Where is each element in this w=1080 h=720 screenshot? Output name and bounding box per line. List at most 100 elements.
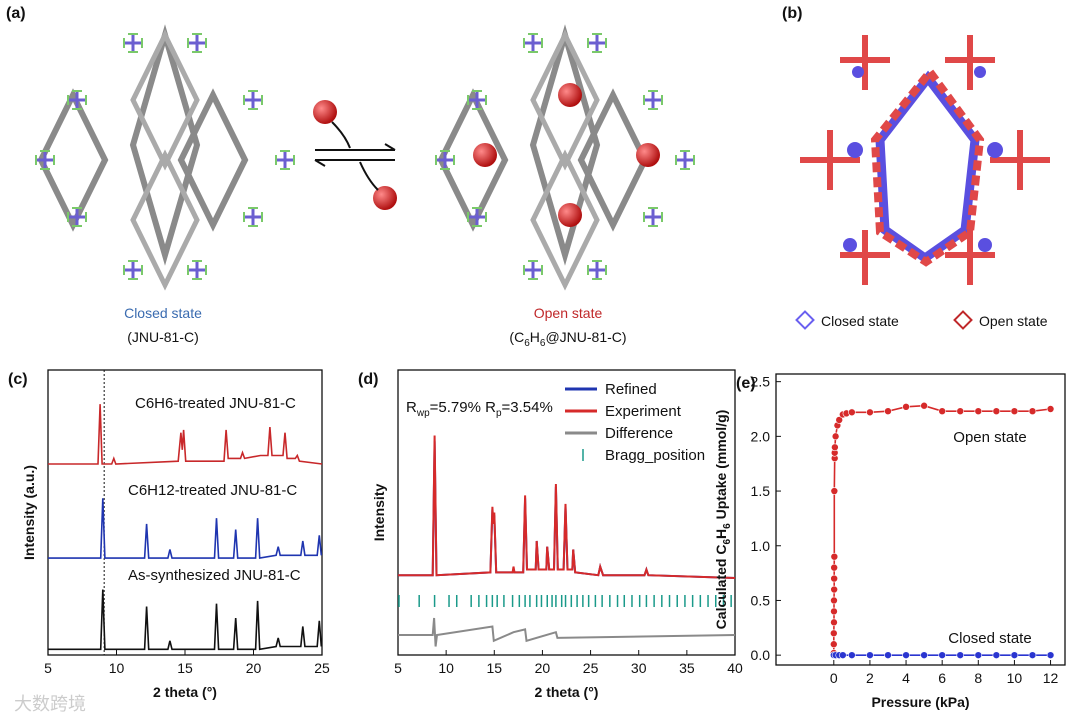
watermark: 大数跨境 (14, 694, 86, 714)
series-line (48, 404, 323, 465)
x-tick-label: 5 (394, 660, 402, 676)
data-point (920, 401, 928, 410)
data-point (956, 651, 965, 659)
overlay-structure (800, 35, 1050, 285)
y-tick-label: 1.5 (751, 483, 771, 499)
panel-label: (d) (358, 371, 378, 388)
y-axis-label-part: 6 (722, 539, 733, 545)
data-point (884, 651, 892, 659)
series-label: Open state (953, 429, 1026, 446)
guest-molecules (313, 83, 660, 227)
data-point (956, 407, 965, 415)
data-point (884, 407, 892, 415)
legend-label: Bragg_position (605, 447, 705, 464)
y-tick-label: 0.5 (751, 592, 771, 608)
y-axis-label-part: 6 (722, 523, 733, 529)
data-point (920, 651, 928, 659)
x-tick-label: 6 (938, 670, 946, 686)
legend-label: Open state (979, 313, 1048, 329)
x-tick-label: 30 (631, 660, 647, 676)
y-tick-label: 2.0 (751, 428, 771, 444)
x-tick-label: 15 (177, 660, 193, 676)
x-tick-label: 12 (1043, 670, 1059, 686)
x-tick-label: 25 (314, 660, 330, 676)
series-line (398, 617, 736, 647)
x-tick-label: 0 (830, 670, 838, 686)
panel-label: (e) (736, 375, 756, 392)
data-point (1046, 651, 1055, 659)
x-tick-label: 15 (486, 660, 502, 676)
x-tick-label: 25 (583, 660, 599, 676)
fit-annotation-part: R (406, 399, 417, 416)
fit-annotation-part: =3.54% (502, 399, 553, 416)
plot-frame (397, 369, 736, 656)
x-tick-label: 20 (535, 660, 551, 676)
data-point (974, 651, 983, 659)
data-point (830, 563, 838, 572)
x-tick-label: 10 (109, 660, 125, 676)
data-point (1028, 407, 1037, 415)
x-axis-label: Pressure (kPa) (871, 694, 969, 710)
y-axis-label-part: Uptake (mmol/g) (713, 410, 729, 524)
data-point (831, 443, 839, 452)
series-label: C6H6-treated JNU-81-C (135, 395, 296, 412)
x-tick-label: 10 (438, 660, 454, 676)
data-point (974, 407, 983, 415)
panel-label: (b) (782, 5, 802, 22)
x-tick-label: 10 (1007, 670, 1023, 686)
series-label: C6H12-treated JNU-81-C (128, 482, 297, 499)
data-point (829, 640, 838, 649)
panel-label: (a) (6, 5, 26, 22)
y-tick-label: 1.0 (751, 538, 771, 554)
data-point (1046, 405, 1055, 413)
series-label: As-synthesized JNU-81-C (128, 567, 301, 584)
plot-frame (775, 373, 1066, 666)
series-line (48, 589, 323, 651)
x-tick-label: 40 (727, 660, 743, 676)
y-axis-label: Intensity (a.u.) (21, 465, 37, 560)
fit-annotation-part: p (496, 408, 502, 419)
structure-legend: Closed state Open state (795, 310, 1048, 330)
y-axis-label-part: H (713, 529, 729, 539)
open-state-formula: (C6H6@JNU-81-C) (509, 329, 626, 349)
series-line (398, 435, 736, 579)
x-tick-label: 20 (246, 660, 262, 676)
plot-frame (47, 369, 323, 656)
data-point (830, 596, 838, 605)
data-point (938, 651, 946, 659)
y-tick-label: 2.5 (751, 374, 771, 390)
data-point (830, 618, 838, 627)
legend-label: Closed state (821, 313, 899, 329)
fit-annotation: Rwp=5.79% Rp=3.54% (406, 399, 553, 419)
series-line (48, 498, 323, 560)
x-tick-label: 8 (974, 670, 982, 686)
fit-annotation-part: =5.79% R (430, 399, 496, 416)
data-point (830, 487, 839, 495)
x-tick-label: 2 (866, 670, 874, 686)
data-point (938, 407, 946, 415)
legend-label: Refined (605, 381, 657, 398)
y-tick-label: 0.0 (751, 647, 771, 663)
data-point (902, 403, 910, 411)
data-point (902, 651, 910, 659)
x-tick-label: 35 (679, 660, 695, 676)
data-point (848, 408, 856, 417)
data-point (1010, 407, 1019, 415)
data-point (830, 552, 839, 561)
legend-label: Experiment (605, 403, 682, 420)
y-axis-label: Calculated C6H6 Uptake (mmol/g) (713, 410, 733, 630)
data-point (1028, 651, 1037, 659)
data-point (830, 607, 838, 616)
y-axis-label: Intensity (371, 484, 387, 542)
x-axis-label: 2 theta (°) (153, 684, 217, 700)
data-point (830, 574, 838, 583)
series-label: Closed state (948, 630, 1031, 647)
fit-annotation-part: wp (416, 408, 430, 419)
data-point (839, 651, 847, 659)
data-point (830, 585, 838, 594)
data-point (829, 629, 838, 638)
data-point (848, 651, 856, 659)
data-point (831, 432, 840, 441)
legend-label: Difference (605, 425, 673, 442)
data-point (866, 408, 874, 417)
